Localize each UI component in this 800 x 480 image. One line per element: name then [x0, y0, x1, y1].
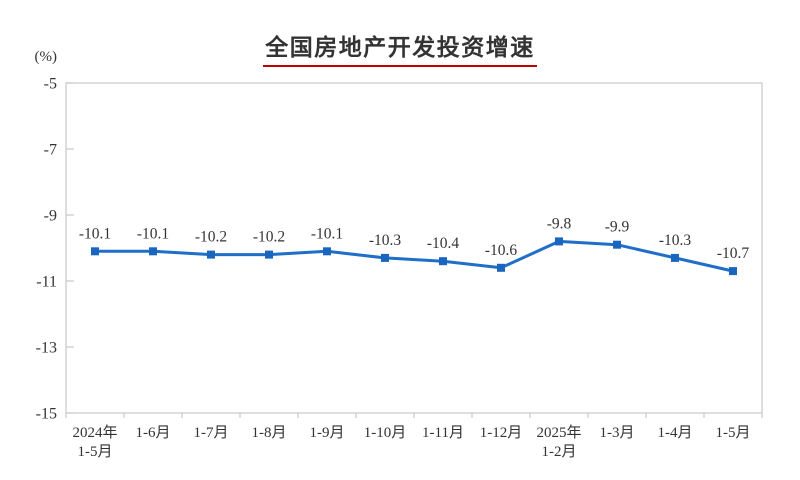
data-point-label: -10.1 [137, 225, 169, 242]
x-category-label: 2024年 [72, 424, 117, 441]
data-point-marker [613, 240, 621, 249]
x-category-label: 1-8月 [252, 425, 287, 441]
data-point-label: -10.4 [427, 235, 460, 252]
x-category-label: 1-6月 [136, 425, 171, 441]
investment-growth-line [95, 239, 734, 273]
data-point-marker [265, 250, 273, 259]
data-point-marker [497, 263, 505, 272]
data-point-marker [555, 237, 563, 246]
y-tick-label: -13 [36, 340, 57, 357]
data-point-marker [671, 253, 679, 262]
data-point-marker [207, 250, 215, 259]
plot-border [65, 82, 763, 414]
x-category-label: 1-3月 [600, 425, 635, 441]
x-category-label: 1-9月 [310, 425, 345, 441]
y-tick-label: -9 [44, 208, 57, 225]
y-tick-label: -15 [36, 406, 57, 423]
y-tick-label: -11 [36, 274, 57, 291]
x-category-label: 2025年 [536, 424, 581, 441]
data-point-marker [323, 247, 331, 256]
data-point-marker [149, 247, 157, 256]
x-category-label: 1-2月 [542, 444, 577, 460]
x-category-label: 1-5月 [716, 425, 751, 441]
data-point-label: -10.3 [369, 232, 402, 249]
x-category-label: 1-11月 [422, 425, 464, 441]
data-point-marker [439, 257, 447, 266]
data-point-marker [381, 253, 389, 262]
data-point-label: -10.2 [195, 229, 227, 246]
data-point-label: -10.1 [311, 225, 343, 242]
x-category-label: 1-5月 [78, 444, 113, 460]
x-category-label: 1-4月 [658, 425, 693, 441]
x-category-label: 1-7月 [194, 425, 229, 441]
x-category-label: 1-10月 [364, 425, 407, 441]
data-point-label: -10.7 [717, 245, 750, 262]
y-tick-label: -7 [44, 142, 57, 159]
data-point-label: -10.2 [253, 229, 285, 246]
data-point-label: -10.3 [659, 232, 692, 249]
data-point-label: -9.9 [605, 219, 630, 236]
data-point-marker [91, 247, 99, 256]
data-point-label: -9.8 [547, 215, 572, 232]
data-point-label: -10.1 [79, 225, 111, 242]
data-point-label: -10.6 [485, 242, 518, 259]
x-category-label: 1-12月 [480, 425, 523, 441]
data-point-marker [729, 267, 737, 276]
y-axis-unit-label: (%) [35, 49, 58, 65]
y-tick-label: -5 [44, 76, 57, 93]
